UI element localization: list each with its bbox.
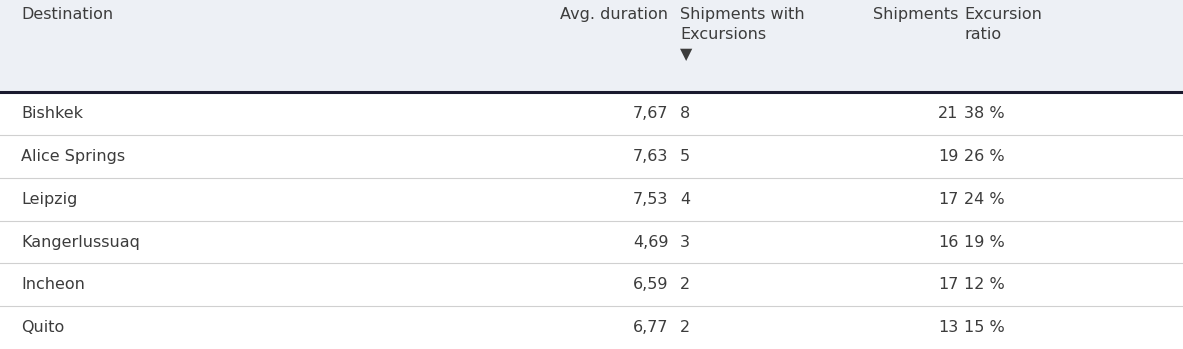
Text: 6,59: 6,59 bbox=[633, 277, 668, 292]
Text: 8: 8 bbox=[680, 106, 691, 121]
Text: 7,53: 7,53 bbox=[633, 192, 668, 207]
Text: 4,69: 4,69 bbox=[633, 235, 668, 250]
Text: 5: 5 bbox=[680, 149, 691, 164]
Text: 3: 3 bbox=[680, 235, 690, 250]
Text: 15 %: 15 % bbox=[964, 320, 1004, 335]
Text: 7,67: 7,67 bbox=[633, 106, 668, 121]
Text: 6,77: 6,77 bbox=[633, 320, 668, 335]
Text: 4: 4 bbox=[680, 192, 691, 207]
Text: 38 %: 38 % bbox=[964, 106, 1004, 121]
Text: Avg. duration: Avg. duration bbox=[561, 7, 668, 22]
Text: Shipments with
Excursions
▼: Shipments with Excursions ▼ bbox=[680, 7, 804, 62]
Text: 17: 17 bbox=[938, 277, 958, 292]
Bar bbox=[0, 0, 1183, 92]
Text: Shipments: Shipments bbox=[873, 7, 958, 22]
Text: Kangerlussuaq: Kangerlussuaq bbox=[21, 235, 140, 250]
Text: 16: 16 bbox=[938, 235, 958, 250]
Text: Quito: Quito bbox=[21, 320, 65, 335]
Text: Bishkek: Bishkek bbox=[21, 106, 83, 121]
Text: 17: 17 bbox=[938, 192, 958, 207]
Text: 13: 13 bbox=[938, 320, 958, 335]
Text: 12 %: 12 % bbox=[964, 277, 1004, 292]
Text: Excursion
ratio: Excursion ratio bbox=[964, 7, 1042, 42]
Text: 7,63: 7,63 bbox=[633, 149, 668, 164]
Text: 26 %: 26 % bbox=[964, 149, 1004, 164]
Text: 19: 19 bbox=[938, 149, 958, 164]
Text: 2: 2 bbox=[680, 320, 691, 335]
Text: 19 %: 19 % bbox=[964, 235, 1004, 250]
Text: Alice Springs: Alice Springs bbox=[21, 149, 125, 164]
Text: Leipzig: Leipzig bbox=[21, 192, 78, 207]
Text: 24 %: 24 % bbox=[964, 192, 1004, 207]
Text: Destination: Destination bbox=[21, 7, 114, 22]
Text: 2: 2 bbox=[680, 277, 691, 292]
Text: Incheon: Incheon bbox=[21, 277, 85, 292]
Text: 21: 21 bbox=[938, 106, 958, 121]
